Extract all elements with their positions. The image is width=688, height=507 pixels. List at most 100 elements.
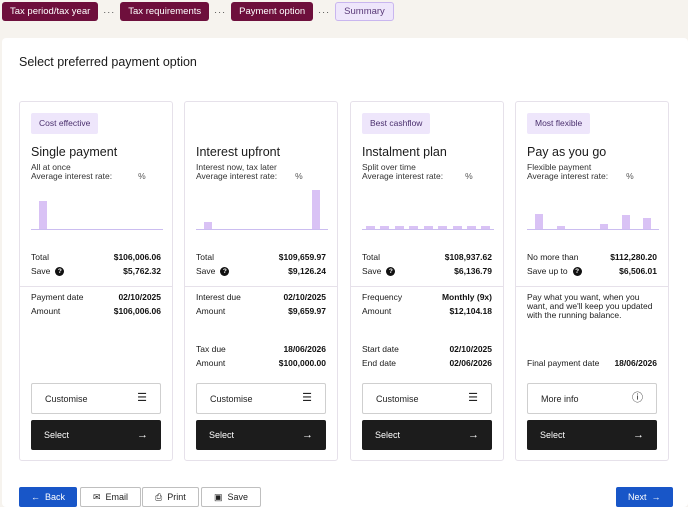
save-row: Save? $5,762.32: [31, 265, 161, 277]
printer-icon: ⎙: [155, 491, 163, 502]
divider: [185, 286, 337, 287]
customise-button[interactable]: Customise ☰: [196, 383, 326, 414]
step-payment-option[interactable]: Payment option: [231, 2, 314, 21]
divider: [20, 286, 172, 287]
chart-bar: [535, 214, 543, 229]
arrow-right-icon: →: [633, 428, 644, 441]
chart-bar: [622, 215, 630, 229]
card-title: Single payment: [31, 145, 118, 159]
arrow-left-icon: ←: [31, 492, 40, 502]
divider: [351, 286, 503, 287]
card-rate: Average interest rate:%: [527, 171, 634, 181]
card-tag: Cost effective: [31, 113, 99, 134]
arrow-right-icon: →: [651, 492, 661, 502]
step-summary[interactable]: Summary: [335, 2, 394, 21]
divider: [516, 286, 668, 287]
card-description: Pay what you want, when you want, and we…: [527, 292, 653, 320]
card-subtitle: Split over time: [362, 162, 416, 172]
step-separator: ···: [103, 6, 116, 17]
detail-row: End date 02/06/2026: [362, 358, 492, 368]
card-interest-upfront: Interest upfront Interest now, tax later…: [184, 101, 338, 461]
arrow-right-icon: →: [302, 428, 313, 441]
chart-bar: [600, 224, 608, 229]
select-button[interactable]: Select →: [362, 420, 492, 450]
payment-chart: [527, 190, 659, 230]
arrow-right-icon: →: [137, 428, 148, 441]
detail-row: Frequency Monthly (9x): [362, 292, 492, 302]
chart-bar: [39, 201, 47, 229]
envelope-icon: ✉: [93, 491, 101, 502]
save-button[interactable]: ▣ Save: [201, 487, 262, 507]
card-tag: Best cashflow: [362, 113, 431, 134]
info-icon: ⓘ: [632, 392, 643, 404]
chart-bar: [481, 226, 490, 229]
more-info-button[interactable]: More info ⓘ: [527, 383, 657, 414]
save-row: Save? $9,126.24: [196, 265, 326, 277]
save-row: Save? $6,136.79: [362, 265, 492, 277]
card-tag: Most flexible: [527, 113, 591, 134]
detail-row: Tax due 18/06/2026: [196, 344, 326, 354]
chart-bar: [395, 226, 404, 229]
customise-button[interactable]: Customise ☰: [362, 383, 492, 414]
chart-bar: [380, 226, 389, 229]
card-subtitle: Flexible payment: [527, 162, 592, 172]
chart-bar: [409, 226, 418, 229]
print-button[interactable]: ⎙ Print: [142, 487, 199, 507]
payment-chart: [362, 190, 494, 230]
save-row: Save up to? $6,506.01: [527, 265, 657, 277]
select-button[interactable]: Select →: [31, 420, 161, 450]
detail-row: Amount $106,006.06: [31, 306, 161, 316]
floppy-icon: ▣: [214, 491, 223, 502]
card-subtitle: All at once: [31, 162, 71, 172]
select-button[interactable]: Select →: [196, 420, 326, 450]
email-button[interactable]: ✉ Email: [80, 487, 142, 507]
card-rate: Average interest rate:%: [31, 171, 146, 181]
detail-row: Amount $12,104.18: [362, 306, 492, 316]
chart-bar: [438, 226, 447, 229]
card-title: Pay as you go: [527, 145, 607, 159]
payment-chart: [196, 190, 328, 230]
help-icon[interactable]: ?: [386, 267, 396, 277]
card-subtitle: Interest now, tax later: [196, 162, 277, 172]
card-rate: Average interest rate:%: [196, 171, 303, 181]
chart-bar: [424, 226, 433, 229]
sliders-icon: ☰: [468, 392, 478, 404]
step-tax-period[interactable]: Tax period/tax year: [2, 2, 99, 21]
step-tax-requirements[interactable]: Tax requirements: [120, 2, 210, 21]
sliders-icon: ☰: [302, 392, 312, 404]
detail-row: Amount $100,000.00: [196, 358, 326, 368]
card-pay-as-you-go: Most flexible Pay as you go Flexible pay…: [515, 101, 669, 461]
card-instalment-plan: Best cashflow Instalment plan Split over…: [350, 101, 504, 461]
help-icon[interactable]: ?: [572, 267, 582, 277]
chart-bar: [643, 218, 651, 229]
progress-stepper: Tax period/tax year ··· Tax requirements…: [2, 2, 394, 21]
chart-bar: [204, 222, 212, 229]
payment-chart: [31, 190, 163, 230]
chart-bar: [467, 226, 476, 229]
total-row: Total $106,006.06: [31, 252, 161, 262]
total-row: Total $108,937.62: [362, 252, 492, 262]
page-title: Select preferred payment option: [19, 55, 197, 69]
arrow-right-icon: →: [468, 428, 479, 441]
sliders-icon: ☰: [137, 392, 147, 404]
help-icon[interactable]: ?: [220, 267, 230, 277]
detail-row: Payment date 02/10/2025: [31, 292, 161, 302]
back-button[interactable]: ← Back: [19, 487, 78, 507]
chart-bar: [366, 226, 375, 229]
select-button[interactable]: Select →: [527, 420, 657, 450]
total-row: No more than $112,280.20: [527, 252, 657, 262]
card-single-payment: Cost effective Single payment All at onc…: [19, 101, 173, 461]
chart-bar: [453, 226, 462, 229]
payment-options-panel: Select preferred payment option Cost eff…: [2, 38, 688, 507]
help-icon[interactable]: ?: [55, 267, 65, 277]
card-rate: Average interest rate:%: [362, 171, 473, 181]
step-separator: ···: [214, 6, 227, 17]
detail-row: Start date 02/10/2025: [362, 344, 492, 354]
customise-button[interactable]: Customise ☰: [31, 383, 161, 414]
total-row: Total $109,659.97: [196, 252, 326, 262]
next-button[interactable]: Next →: [616, 487, 673, 507]
card-title: Instalment plan: [362, 145, 447, 159]
chart-bar: [312, 190, 320, 229]
card-title: Interest upfront: [196, 145, 281, 159]
detail-row: Final payment date 18/06/2026: [527, 358, 657, 368]
